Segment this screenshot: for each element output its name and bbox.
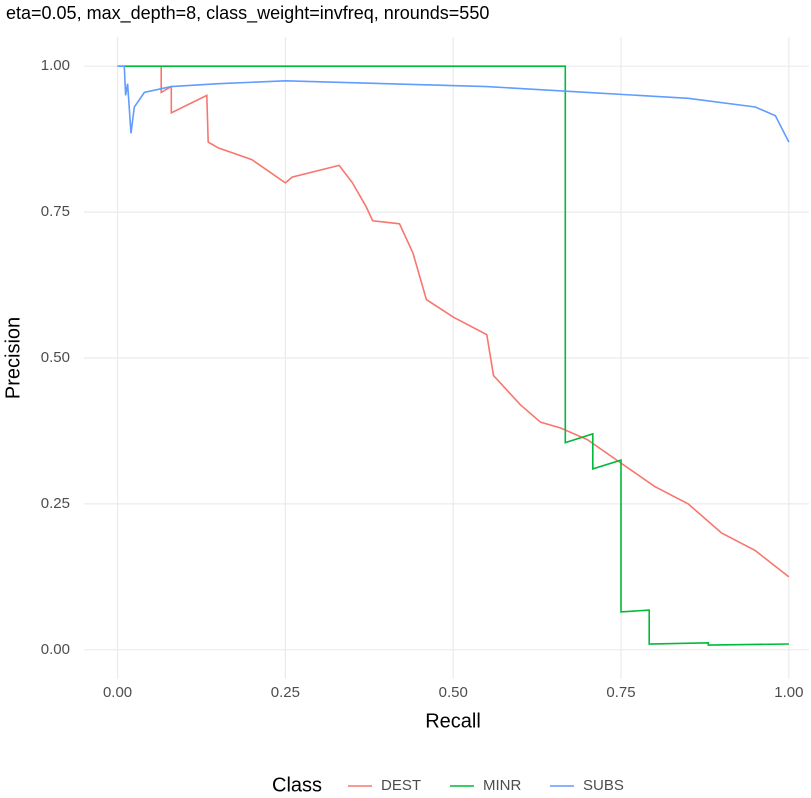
pr-curve xyxy=(117,65,790,143)
y-tick-label: 0.75 xyxy=(41,203,70,220)
legend-label: SUBS xyxy=(583,777,624,794)
x-tick-label: 0.75 xyxy=(606,684,635,701)
y-tick-label: 0.25 xyxy=(41,495,70,512)
x-axis-title: Recall xyxy=(425,710,481,732)
legend-label: MINR xyxy=(483,777,521,794)
y-tick-label: 0.50 xyxy=(41,349,70,366)
x-tick-label: 0.00 xyxy=(103,684,132,701)
y-tick-label: 0.00 xyxy=(41,641,70,658)
legend-label: DEST xyxy=(381,777,421,794)
pr-curve xyxy=(117,65,789,646)
chart-title: eta=0.05, max_depth=8, class_weight=invf… xyxy=(6,3,489,24)
y-axis-title: Precision xyxy=(2,317,24,399)
pr-curve xyxy=(160,66,790,578)
legend-title: Class xyxy=(272,774,322,796)
x-tick-label: 0.50 xyxy=(439,684,468,701)
x-tick-label: 0.25 xyxy=(271,684,300,701)
x-tick-label: 1.00 xyxy=(774,684,803,701)
y-tick-label: 1.00 xyxy=(41,57,70,74)
